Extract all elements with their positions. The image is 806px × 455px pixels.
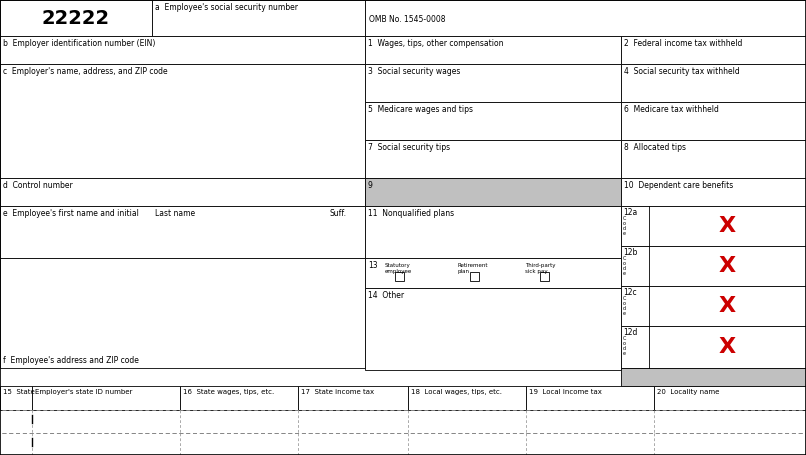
Bar: [365, 140, 621, 178]
Bar: [365, 258, 621, 288]
Bar: [0, 178, 365, 206]
Bar: [621, 178, 806, 206]
Bar: [621, 140, 806, 178]
Text: o: o: [623, 261, 626, 266]
Text: Third-party
sick pay: Third-party sick pay: [525, 263, 555, 274]
Bar: [621, 102, 806, 140]
Text: 16  State wages, tips, etc.: 16 State wages, tips, etc.: [183, 389, 274, 395]
Text: 12c: 12c: [623, 288, 637, 297]
Text: C: C: [623, 216, 626, 221]
Text: a  Employee's social security number: a Employee's social security number: [155, 3, 298, 12]
Text: 14  Other: 14 Other: [368, 291, 404, 300]
Bar: [395, 272, 404, 281]
Bar: [298, 386, 408, 410]
Text: OMB No. 1545-0008: OMB No. 1545-0008: [369, 15, 446, 25]
Text: Employer's state ID number: Employer's state ID number: [35, 389, 132, 395]
Bar: [180, 386, 298, 410]
Bar: [0, 206, 365, 258]
Text: o: o: [623, 221, 626, 226]
Text: 11  Nonqualified plans: 11 Nonqualified plans: [368, 209, 454, 218]
Bar: [654, 386, 806, 410]
Bar: [621, 64, 806, 102]
Text: 12d: 12d: [623, 328, 638, 337]
Text: d: d: [623, 266, 626, 271]
Text: 17  State income tax: 17 State income tax: [301, 389, 374, 395]
Text: e: e: [623, 351, 626, 356]
Bar: [621, 246, 806, 286]
Text: e: e: [623, 311, 626, 316]
Text: X: X: [718, 337, 736, 357]
Text: 2  Federal income tax withheld: 2 Federal income tax withheld: [624, 39, 742, 48]
Text: Suff.: Suff.: [330, 209, 347, 218]
Text: 6  Medicare tax withheld: 6 Medicare tax withheld: [624, 105, 719, 114]
Bar: [470, 272, 479, 281]
Text: 20  Locality name: 20 Locality name: [657, 389, 720, 395]
Bar: [365, 288, 621, 370]
Text: 12b: 12b: [623, 248, 638, 257]
Bar: [0, 64, 365, 178]
Bar: [621, 286, 806, 326]
Text: e: e: [623, 271, 626, 276]
Text: 15  State: 15 State: [3, 389, 35, 395]
Text: 18  Local wages, tips, etc.: 18 Local wages, tips, etc.: [411, 389, 502, 395]
Text: 4  Social security tax withheld: 4 Social security tax withheld: [624, 67, 740, 76]
Bar: [0, 258, 365, 368]
Bar: [365, 178, 621, 206]
Bar: [0, 386, 32, 410]
Text: C: C: [623, 256, 626, 261]
Bar: [0, 36, 365, 64]
Text: 19  Local income tax: 19 Local income tax: [529, 389, 602, 395]
Bar: [621, 368, 806, 386]
Bar: [365, 64, 621, 102]
Bar: [621, 206, 806, 246]
Text: e  Employee's first name and initial: e Employee's first name and initial: [3, 209, 139, 218]
Bar: [32, 386, 180, 410]
Text: 3  Social security wages: 3 Social security wages: [368, 67, 460, 76]
Text: X: X: [718, 216, 736, 236]
Text: X: X: [718, 296, 736, 316]
Bar: [540, 272, 549, 281]
Text: Last name: Last name: [155, 209, 195, 218]
Text: C: C: [623, 296, 626, 301]
Text: 9: 9: [368, 181, 373, 190]
Bar: [621, 36, 806, 64]
Text: o: o: [623, 301, 626, 306]
Text: 13: 13: [368, 261, 378, 270]
Text: 8  Allocated tips: 8 Allocated tips: [624, 143, 686, 152]
Text: 10  Dependent care benefits: 10 Dependent care benefits: [624, 181, 733, 190]
Text: 1  Wages, tips, other compensation: 1 Wages, tips, other compensation: [368, 39, 504, 48]
Text: d: d: [623, 346, 626, 351]
Text: d: d: [623, 226, 626, 231]
Text: 7  Social security tips: 7 Social security tips: [368, 143, 450, 152]
Text: 5  Medicare wages and tips: 5 Medicare wages and tips: [368, 105, 473, 114]
Text: X: X: [718, 256, 736, 276]
Text: d  Control number: d Control number: [3, 181, 73, 190]
Text: b  Employer identification number (EIN): b Employer identification number (EIN): [3, 39, 156, 48]
Text: c  Employer's name, address, and ZIP code: c Employer's name, address, and ZIP code: [3, 67, 168, 76]
Bar: [365, 0, 806, 36]
Text: e: e: [623, 231, 626, 236]
Text: f  Employee's address and ZIP code: f Employee's address and ZIP code: [3, 356, 139, 365]
Bar: [526, 386, 654, 410]
Bar: [621, 326, 806, 368]
Text: d: d: [623, 306, 626, 311]
Text: o: o: [623, 341, 626, 346]
Bar: [152, 0, 365, 36]
Text: C: C: [623, 336, 626, 341]
Text: Retirement
plan: Retirement plan: [458, 263, 488, 274]
Text: Statutory
employee: Statutory employee: [385, 263, 412, 274]
Bar: [365, 36, 621, 64]
Text: 12a: 12a: [623, 208, 638, 217]
Bar: [365, 102, 621, 140]
Bar: [408, 386, 526, 410]
Text: 22222: 22222: [42, 9, 110, 27]
Bar: [365, 206, 621, 258]
Bar: [0, 0, 152, 36]
